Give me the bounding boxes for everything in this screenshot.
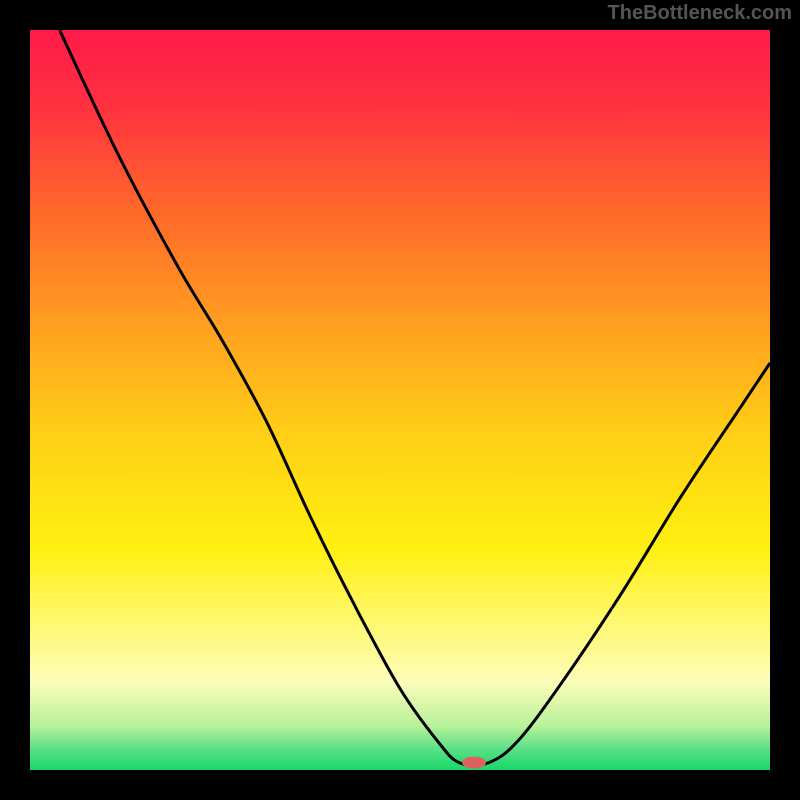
chart-svg — [30, 30, 770, 770]
chart-background — [30, 30, 770, 770]
watermark-text: TheBottleneck.com — [608, 2, 792, 25]
bottleneck-chart — [30, 30, 770, 770]
optimal-marker — [462, 757, 486, 769]
